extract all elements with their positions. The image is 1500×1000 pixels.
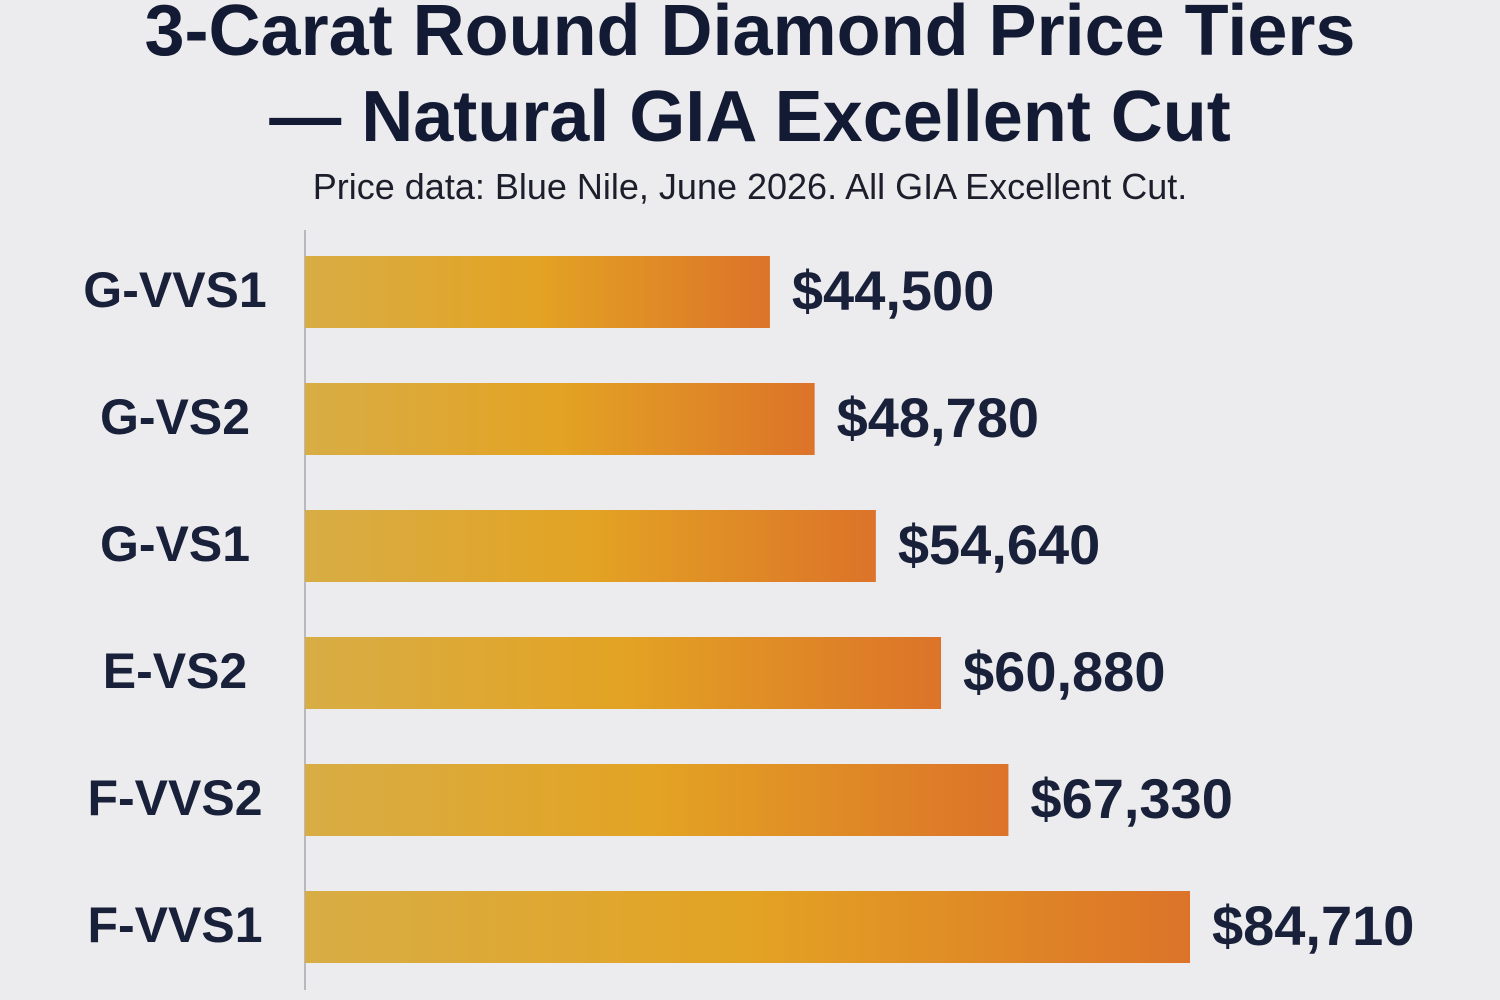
bar <box>305 891 1190 963</box>
value-label: $54,640 <box>898 513 1100 576</box>
chart-title: 3-Carat Round Diamond Price Tiers — Natu… <box>144 0 1356 157</box>
value-label: $84,710 <box>1212 894 1414 957</box>
value-label: $44,500 <box>792 259 994 322</box>
bar <box>305 256 770 328</box>
category-label: F-VVS1 <box>87 897 262 953</box>
bar <box>305 383 815 455</box>
chart-subtitle: Price data: Blue Nile, June 2026. All GI… <box>312 166 1188 207</box>
category-label: G-VS1 <box>100 516 250 572</box>
category-label: E-VS2 <box>103 643 248 699</box>
category-label: F-VVS2 <box>87 770 262 826</box>
bar <box>305 764 1009 836</box>
category-label: G-VS2 <box>100 389 250 445</box>
value-label: $60,880 <box>963 640 1165 703</box>
bar <box>305 510 876 582</box>
value-label: $48,780 <box>837 386 1039 449</box>
bar <box>305 637 942 709</box>
value-label: $67,330 <box>1030 767 1232 830</box>
category-label: G-VVS1 <box>83 262 266 318</box>
